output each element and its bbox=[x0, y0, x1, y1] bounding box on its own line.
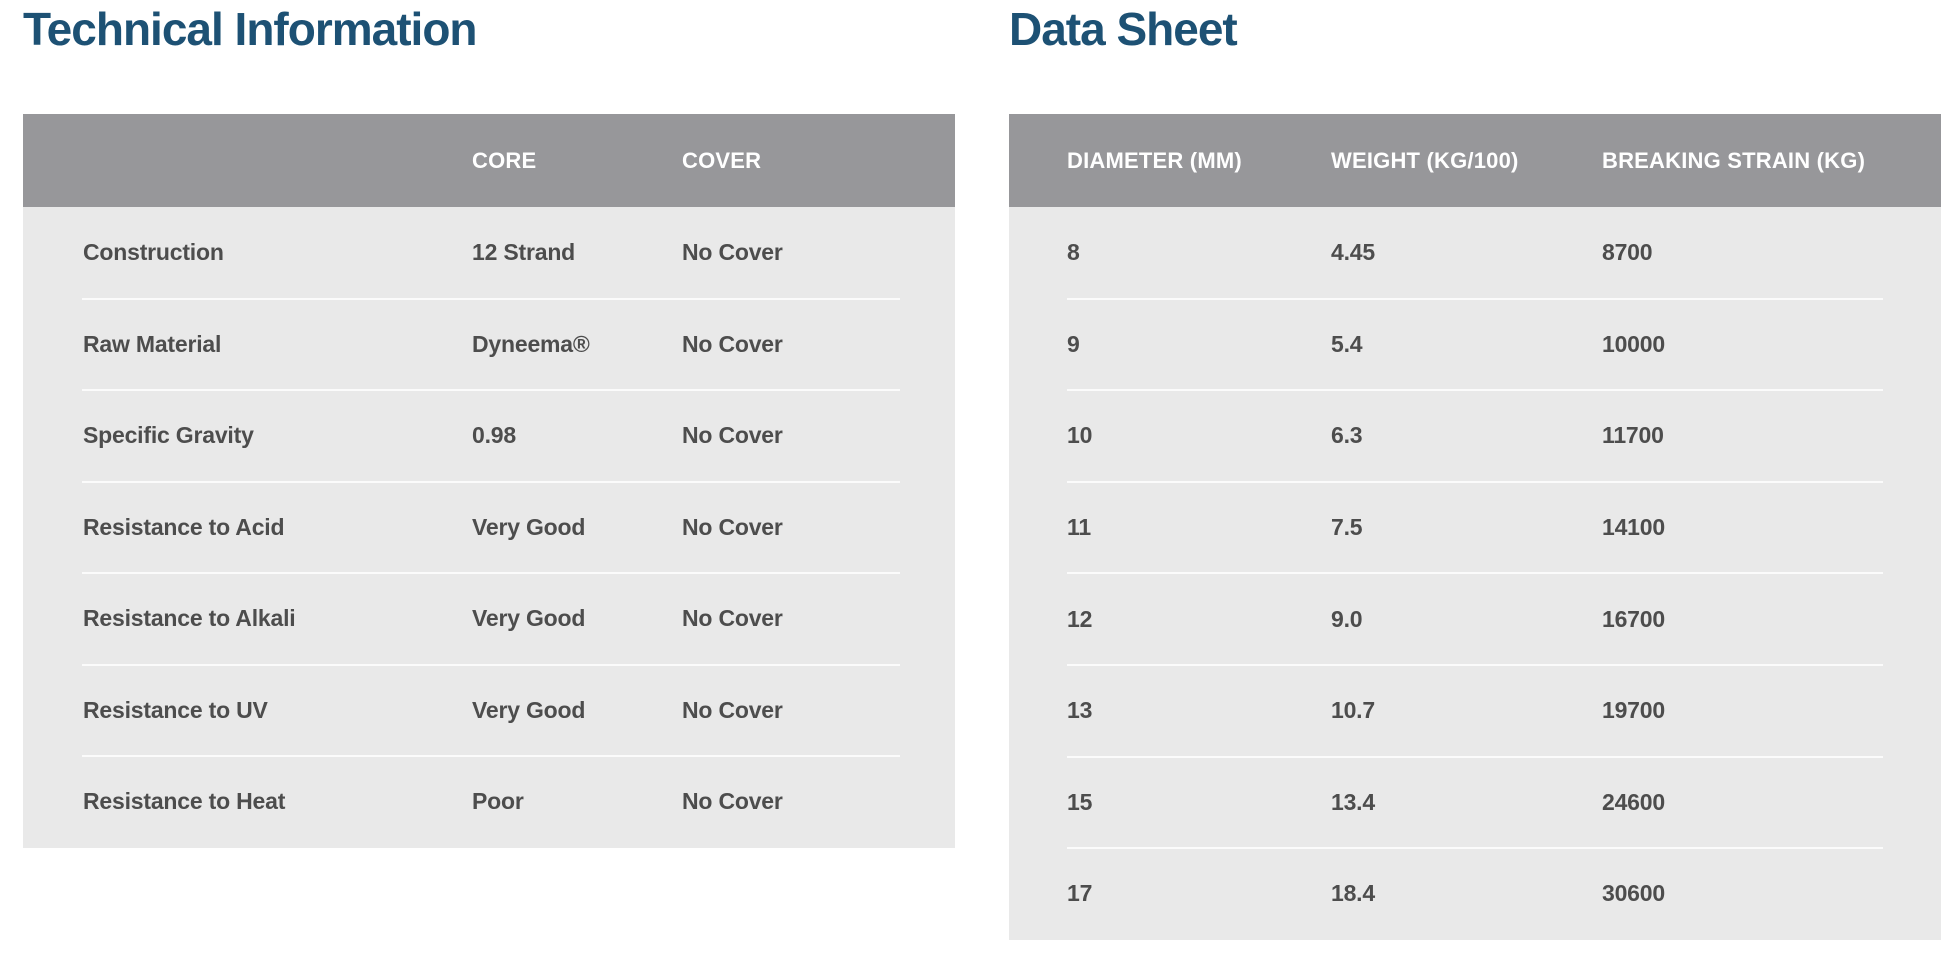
technical-information-table: CORE COVER Construction 12 Strand No Cover… bbox=[23, 114, 955, 848]
row-label: Construction bbox=[83, 239, 224, 266]
core-value: Very Good bbox=[472, 696, 586, 723]
table-row: Resistance to UV Very Good No Cover bbox=[23, 663, 955, 756]
data-sheet-title: Data Sheet bbox=[1009, 3, 1238, 55]
breaking-strain-value: 30600 bbox=[1602, 880, 1665, 907]
technical-information-body: Construction 12 Strand No Cover Raw Materia… bbox=[23, 207, 955, 848]
cover-value: No Cover bbox=[682, 513, 783, 540]
breaking-strain-value: 14100 bbox=[1602, 514, 1665, 541]
diameter-value: 13 bbox=[1067, 697, 1093, 724]
table-row: 17 18.4 30600 bbox=[1009, 847, 1941, 940]
cover-value: No Cover bbox=[682, 422, 783, 449]
cover-value: No Cover bbox=[682, 605, 783, 632]
header-diameter: DIAMETER (MM) bbox=[1067, 147, 1242, 173]
table-row: 10 6.3 11700 bbox=[1009, 389, 1941, 482]
breaking-strain-value: 10000 bbox=[1602, 330, 1665, 357]
table-row: Resistance to Heat Poor No Cover bbox=[23, 755, 955, 848]
breaking-strain-value: 16700 bbox=[1602, 605, 1665, 632]
row-label: Resistance to Heat bbox=[83, 788, 286, 815]
diameter-value: 11 bbox=[1067, 514, 1091, 541]
diameter-value: 10 bbox=[1067, 422, 1093, 449]
cover-value: No Cover bbox=[682, 696, 783, 723]
data-sheet-body: 8 4.45 8700 9 5.4 10000 10 6.3 11700 11 7.5 14100 12… bbox=[1009, 207, 1941, 940]
weight-value: 7.5 bbox=[1331, 514, 1363, 541]
table-row: Raw Material Dyneema® No Cover bbox=[23, 297, 955, 390]
weight-value: 6.3 bbox=[1331, 422, 1363, 449]
diameter-value: 12 bbox=[1067, 605, 1093, 632]
breaking-strain-value: 11700 bbox=[1602, 422, 1664, 449]
row-label: Resistance to Acid bbox=[83, 513, 285, 540]
table-row: 13 10.7 19700 bbox=[1009, 663, 1941, 757]
weight-value: 9.0 bbox=[1331, 605, 1363, 632]
table-row: Construction 12 Strand No Cover bbox=[23, 207, 955, 299]
weight-value: 5.4 bbox=[1331, 330, 1363, 357]
weight-value: 18.4 bbox=[1331, 880, 1375, 907]
core-value: Very Good bbox=[472, 513, 586, 540]
technical-information-header-row: CORE COVER bbox=[23, 114, 955, 207]
row-label: Raw Material bbox=[83, 330, 222, 357]
table-row: Specific Gravity 0.98 No Cover bbox=[23, 389, 955, 482]
table-row: 15 13.4 24600 bbox=[1009, 755, 1941, 849]
table-row: 9 5.4 10000 bbox=[1009, 297, 1941, 391]
breaking-strain-value: 8700 bbox=[1602, 239, 1653, 266]
cover-value: No Cover bbox=[682, 330, 783, 357]
cover-value: No Cover bbox=[682, 239, 783, 266]
core-value: Dyneema® bbox=[472, 330, 590, 357]
table-row: 12 9.0 16700 bbox=[1009, 572, 1941, 665]
data-sheet-table: DIAMETER (MM) WEIGHT (KG/100) BREAKING S… bbox=[1009, 114, 1941, 940]
diameter-value: 8 bbox=[1067, 239, 1080, 266]
header-weight: WEIGHT (KG/100) bbox=[1331, 147, 1519, 173]
core-value: 0.98 bbox=[472, 422, 516, 449]
core-value: Very Good bbox=[472, 605, 586, 632]
diameter-value: 17 bbox=[1067, 880, 1093, 907]
header-core: CORE bbox=[472, 147, 537, 173]
weight-value: 13.4 bbox=[1331, 788, 1375, 815]
row-label: Specific Gravity bbox=[83, 422, 254, 449]
table-row: 8 4.45 8700 bbox=[1009, 207, 1941, 299]
data-sheet-header-row: DIAMETER (MM) WEIGHT (KG/100) BREAKING S… bbox=[1009, 114, 1941, 207]
breaking-strain-value: 19700 bbox=[1602, 697, 1665, 724]
header-cover: COVER bbox=[682, 147, 762, 173]
diameter-value: 15 bbox=[1067, 788, 1093, 815]
table-row: Resistance to Alkali Very Good No Cover bbox=[23, 572, 955, 665]
technical-information-title: Technical Information bbox=[23, 3, 478, 55]
breaking-strain-value: 24600 bbox=[1602, 788, 1665, 815]
core-value: Poor bbox=[472, 788, 524, 815]
table-row: Resistance to Acid Very Good No Cover bbox=[23, 480, 955, 573]
weight-value: 4.45 bbox=[1331, 239, 1375, 266]
header-breaking-strain: BREAKING STRAIN (KG) bbox=[1602, 147, 1866, 173]
weight-value: 10.7 bbox=[1331, 697, 1375, 724]
diameter-value: 9 bbox=[1067, 330, 1080, 357]
table-row: 11 7.5 14100 bbox=[1009, 480, 1941, 574]
core-value: 12 Strand bbox=[472, 239, 576, 266]
cover-value: No Cover bbox=[682, 788, 783, 815]
row-label: Resistance to UV bbox=[83, 696, 268, 723]
row-label: Resistance to Alkali bbox=[83, 605, 296, 632]
